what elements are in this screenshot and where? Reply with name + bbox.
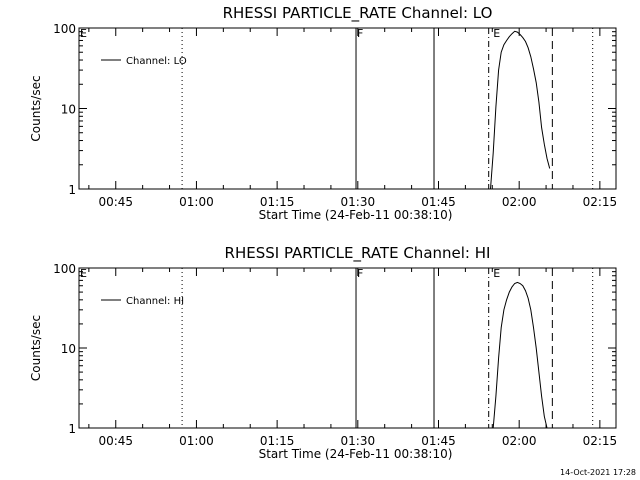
y-tick-label: 10 xyxy=(61,103,76,117)
plot-frame xyxy=(78,27,617,190)
event-marker-label: E xyxy=(493,27,500,40)
x-tick-label: 02:00 xyxy=(502,195,537,209)
series-line xyxy=(492,281,548,429)
y-tick-label: 100 xyxy=(53,22,76,36)
x-tick-label: 01:45 xyxy=(421,195,456,209)
x-tick-label: 00:45 xyxy=(98,434,133,448)
x-axis-label: Start Time (24-Feb-11 00:38:10) xyxy=(259,208,453,222)
y-tick-label: 100 xyxy=(53,262,76,276)
x-tick-label: 01:00 xyxy=(179,195,214,209)
x-tick-label: 01:45 xyxy=(421,434,456,448)
chart-title: RHESSI PARTICLE_RATE Channel: HI xyxy=(225,244,491,263)
y-tick-label: 1 xyxy=(68,183,76,197)
event-marker-label: E xyxy=(80,27,87,40)
y-tick-label: 10 xyxy=(61,342,76,356)
x-tick-label: 02:00 xyxy=(502,434,537,448)
y-axis-label: Counts/sec xyxy=(29,75,43,141)
event-marker-label: F xyxy=(357,267,363,280)
x-tick-label: 01:15 xyxy=(260,195,295,209)
x-tick-label: 01:00 xyxy=(179,434,214,448)
y-tick-label: 1 xyxy=(68,422,76,436)
x-tick-label: 01:30 xyxy=(341,434,376,448)
series-line xyxy=(490,30,551,190)
plot-frame xyxy=(78,267,617,429)
chart-lo-channel: RHESSI PARTICLE_RATE Channel: LO 00:45 01:… xyxy=(29,4,617,222)
x-tick-label: 01:30 xyxy=(341,195,376,209)
footer-timestamp: 14-Oct-2021 17:28 xyxy=(560,468,636,477)
event-marker-label: E xyxy=(493,267,500,280)
legend-entry: Channel: LO xyxy=(126,56,187,67)
event-marker-label: E xyxy=(80,267,87,280)
chart-title: RHESSI PARTICLE_RATE Channel: LO xyxy=(223,4,493,23)
chart-hi-channel: RHESSI PARTICLE_RATE Channel: HI 00:45 01:… xyxy=(29,244,617,461)
x-axis-label: Start Time (24-Feb-11 00:38:10) xyxy=(259,447,453,461)
x-tick-label: 02:15 xyxy=(583,434,618,448)
x-tick-label: 01:15 xyxy=(260,434,295,448)
event-marker-label: F xyxy=(357,27,363,40)
x-tick-label: 02:15 xyxy=(583,195,618,209)
legend-entry: Channel: HI xyxy=(126,296,184,307)
y-axis-label: Counts/sec xyxy=(29,315,43,381)
x-tick-label: 00:45 xyxy=(98,195,133,209)
